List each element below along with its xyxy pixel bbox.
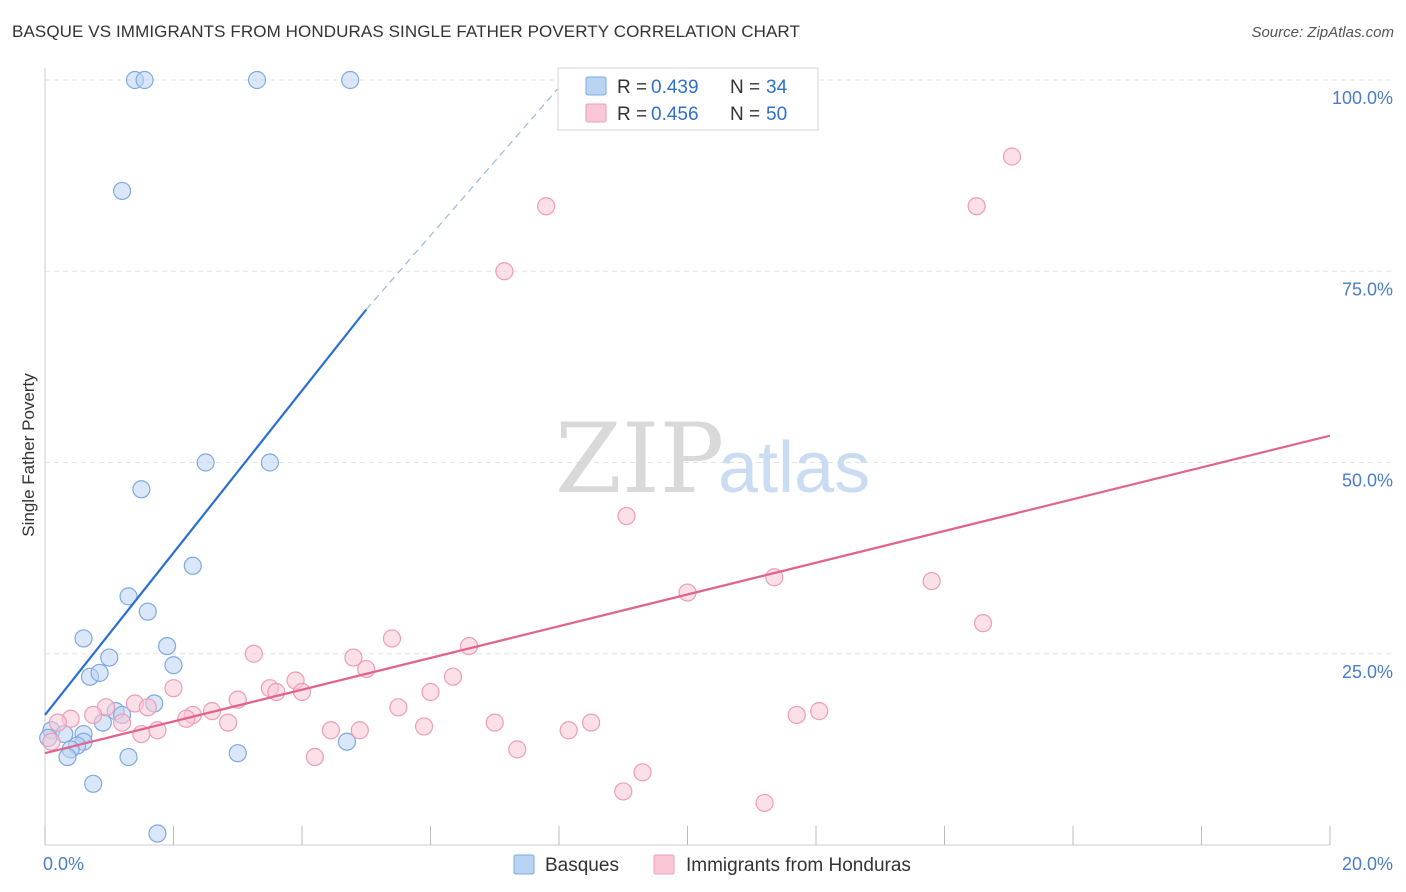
y-tick-label: 100.0% — [1332, 88, 1393, 108]
basques-point — [84, 774, 103, 793]
series-legend: Basques Immigrants from Honduras — [513, 854, 911, 876]
basques-point — [90, 663, 109, 682]
axes — [44, 68, 1331, 846]
basques-point — [183, 556, 202, 575]
y-tick-labels: 25.0% 50.0% 75.0% 100.0% — [1332, 88, 1393, 682]
honduras-point — [922, 571, 941, 591]
basques-point — [148, 824, 167, 843]
legend-n-label-honduras: N = — [730, 104, 760, 125]
honduras-point — [421, 682, 440, 702]
legend-r-value-honduras: 0.456 — [651, 104, 699, 125]
bottom-legend-basques: Basques — [545, 855, 619, 876]
basques-point — [119, 747, 138, 767]
y-axis-label: Single Father Poverty — [19, 373, 38, 537]
honduras-point — [485, 713, 504, 732]
y-tick-label: 75.0% — [1342, 279, 1393, 299]
watermark-zip: ZIP — [555, 403, 724, 515]
honduras-point — [617, 506, 636, 526]
basques-trend-line — [44, 308, 368, 716]
basques-trend-extension — [365, 79, 566, 310]
honduras-point — [495, 262, 514, 281]
legend-r-label-honduras: R = — [617, 104, 647, 125]
honduras-point — [244, 644, 263, 663]
legend-r-value-basques: 0.439 — [651, 77, 699, 98]
basques-point — [260, 453, 279, 472]
legend-n-label-basques: N = — [730, 77, 760, 98]
basques-point — [100, 648, 119, 667]
legend-swatch-basques — [585, 76, 607, 96]
honduras-point — [967, 197, 986, 216]
honduras-point — [559, 721, 578, 740]
basques-point — [337, 732, 357, 751]
basques-point — [247, 70, 267, 90]
source-label: Source: ZipAtlas.com — [1251, 24, 1394, 41]
honduras-point — [48, 713, 67, 732]
honduras-point — [344, 648, 363, 667]
honduras-point — [633, 763, 652, 782]
basques-point — [112, 181, 132, 201]
basques-point — [157, 636, 177, 656]
legend-n-value-basques: 34 — [766, 77, 788, 98]
basques-point — [138, 602, 157, 621]
honduras-trend-line — [44, 434, 1331, 755]
basques-point — [74, 629, 93, 648]
legend-r-label-basques: R = — [617, 77, 647, 98]
basques-point — [132, 480, 151, 499]
honduras-points — [42, 147, 1022, 813]
basques-point — [196, 453, 215, 472]
honduras-point — [755, 793, 774, 813]
honduras-point — [84, 705, 103, 725]
basques-point — [341, 70, 360, 90]
honduras-point — [219, 713, 238, 732]
basques-point — [119, 587, 138, 606]
stats-legend: R = 0.439 N = 34 R = 0.456 N = 50 — [557, 67, 819, 131]
honduras-point — [810, 702, 829, 721]
honduras-point — [138, 698, 157, 717]
bottom-legend-swatch-basques — [513, 854, 535, 875]
x-tick-label-max: 20.0% — [1342, 854, 1393, 874]
honduras-point — [537, 197, 556, 216]
y-tick-label: 25.0% — [1342, 662, 1393, 682]
honduras-point — [42, 732, 61, 751]
bottom-legend-swatch-honduras — [653, 854, 675, 875]
honduras-point — [382, 629, 402, 648]
legend-swatch-honduras — [585, 103, 607, 123]
basques-point — [228, 744, 247, 763]
basques-point — [135, 70, 154, 90]
honduras-point — [321, 721, 341, 740]
basques-point — [58, 747, 77, 767]
y-tick-label: 50.0% — [1342, 471, 1393, 491]
honduras-point — [582, 713, 601, 732]
honduras-point — [414, 717, 434, 736]
x-tick-labels: 0.0% 20.0% — [43, 854, 1393, 874]
honduras-point — [508, 740, 527, 759]
legend-n-value-honduras: 50 — [766, 104, 787, 125]
honduras-point — [973, 614, 993, 633]
trend-lines — [44, 79, 1331, 755]
watermark-atlas: atlas — [718, 428, 870, 508]
gridlines — [45, 79, 1395, 655]
x-tick-label-min: 0.0% — [43, 854, 84, 874]
bottom-legend-honduras: Immigrants from Honduras — [686, 855, 911, 876]
basques-point — [164, 656, 183, 675]
basques-points — [39, 70, 360, 843]
honduras-point — [112, 713, 132, 732]
honduras-point — [1002, 147, 1022, 166]
honduras-point — [787, 705, 806, 725]
honduras-point — [164, 679, 183, 698]
honduras-point — [305, 747, 324, 767]
chart-title: BASQUE VS IMMIGRANTS FROM HONDURAS SINGL… — [12, 22, 800, 41]
honduras-point — [443, 667, 463, 686]
honduras-point — [614, 782, 633, 801]
honduras-point — [350, 721, 369, 740]
watermark: ZIP atlas — [555, 403, 870, 515]
honduras-point — [389, 698, 408, 717]
